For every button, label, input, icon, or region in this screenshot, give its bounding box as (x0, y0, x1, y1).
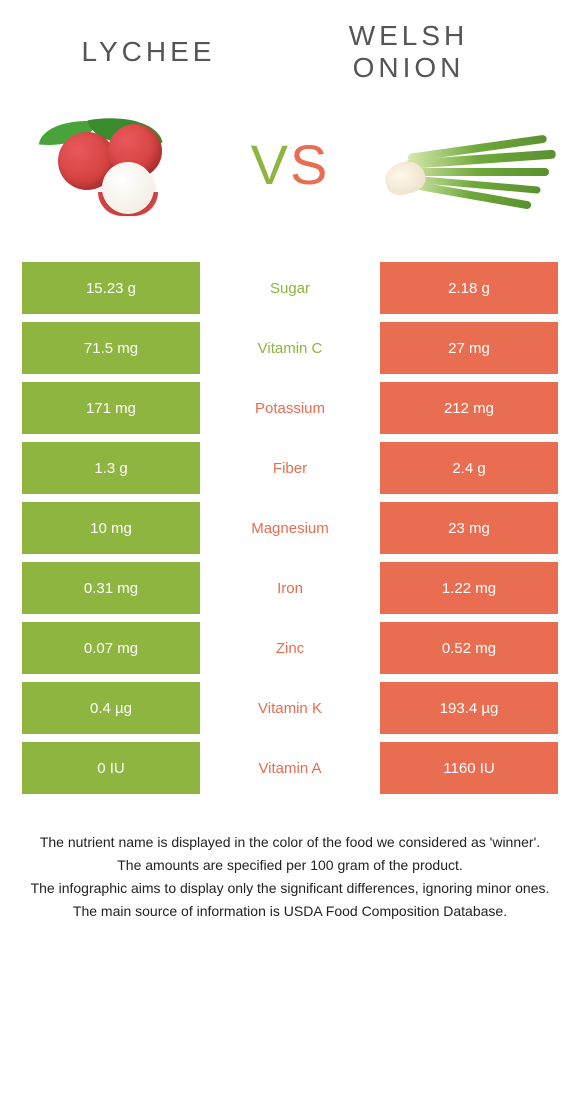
left-value: 0.4 µg (22, 682, 200, 734)
nutrient-row: 0.07 mgZinc0.52 mg (22, 622, 558, 674)
nutrient-row: 0 IUVitamin A1160 IU (22, 742, 558, 794)
right-value: 2.18 g (380, 262, 558, 314)
right-value: 0.52 mg (380, 622, 558, 674)
vs-v: V (251, 133, 290, 196)
nutrient-label: Vitamin K (200, 682, 380, 734)
nutrient-row: 0.4 µgVitamin K193.4 µg (22, 682, 558, 734)
right-food-title: WELSH ONION (318, 20, 498, 84)
left-value: 0 IU (22, 742, 200, 794)
hero-row: VS (0, 94, 580, 254)
footnote-line: The main source of information is USDA F… (18, 901, 562, 922)
left-food-title: LYCHEE (82, 36, 216, 68)
vs-label: VS (251, 132, 330, 197)
nutrient-row: 10 mgMagnesium23 mg (22, 502, 558, 554)
vs-s: S (290, 133, 329, 196)
left-value: 0.07 mg (22, 622, 200, 674)
right-value: 1.22 mg (380, 562, 558, 614)
right-value: 27 mg (380, 322, 558, 374)
nutrient-label: Zinc (200, 622, 380, 674)
nutrient-label: Vitamin A (200, 742, 380, 794)
welsh-onion-image (380, 104, 540, 224)
nutrient-label: Magnesium (200, 502, 380, 554)
lychee-image (40, 104, 200, 224)
nutrient-row: 15.23 gSugar2.18 g (22, 262, 558, 314)
nutrient-row: 71.5 mgVitamin C27 mg (22, 322, 558, 374)
header: LYCHEE WELSH ONION (0, 0, 580, 94)
right-value: 212 mg (380, 382, 558, 434)
nutrient-table: 15.23 gSugar2.18 g 71.5 mgVitamin C27 mg 1… (22, 254, 558, 802)
right-value: 1160 IU (380, 742, 558, 794)
footnote-line: The nutrient name is displayed in the co… (18, 832, 562, 853)
left-value: 15.23 g (22, 262, 200, 314)
left-value: 71.5 mg (22, 322, 200, 374)
nutrient-label: Potassium (200, 382, 380, 434)
nutrient-row: 171 mgPotassium212 mg (22, 382, 558, 434)
left-value: 10 mg (22, 502, 200, 554)
right-value: 193.4 µg (380, 682, 558, 734)
left-value: 1.3 g (22, 442, 200, 494)
left-value: 171 mg (22, 382, 200, 434)
nutrient-label: Iron (200, 562, 380, 614)
footnote-line: The amounts are specified per 100 gram o… (18, 855, 562, 876)
nutrient-label: Sugar (200, 262, 380, 314)
nutrient-row: 1.3 gFiber2.4 g (22, 442, 558, 494)
right-value: 2.4 g (380, 442, 558, 494)
nutrient-label: Vitamin C (200, 322, 380, 374)
footnotes: The nutrient name is displayed in the co… (0, 802, 580, 922)
footnote-line: The infographic aims to display only the… (18, 878, 562, 899)
nutrient-label: Fiber (200, 442, 380, 494)
right-value: 23 mg (380, 502, 558, 554)
left-value: 0.31 mg (22, 562, 200, 614)
nutrient-row: 0.31 mgIron1.22 mg (22, 562, 558, 614)
